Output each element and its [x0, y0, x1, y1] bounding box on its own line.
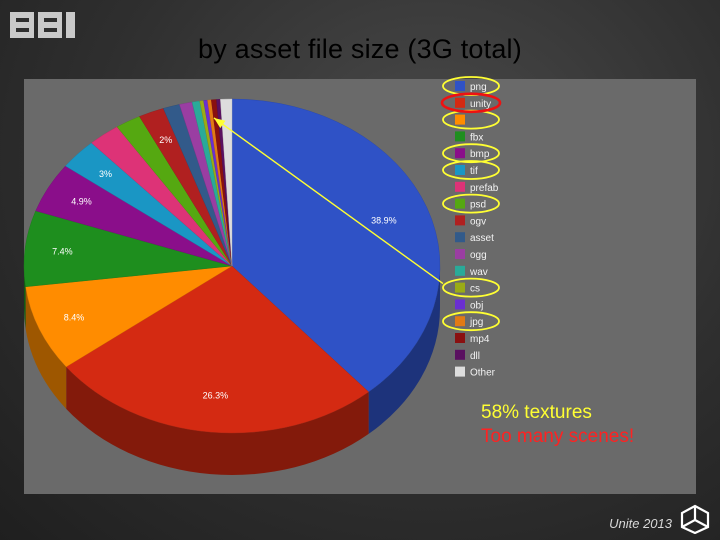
legend-swatch	[455, 81, 465, 91]
legend-swatch	[455, 131, 465, 142]
legend-label: jpg	[469, 317, 483, 328]
pie-value-label-4: 4.9%	[71, 197, 92, 207]
pie-value-label-2: 8.4%	[64, 313, 85, 323]
legend-label: dll	[470, 351, 480, 362]
legend-item-8: ogv	[455, 215, 486, 227]
legend-swatch	[455, 97, 465, 108]
legend-swatch	[455, 148, 465, 159]
slide-title: by asset file size (3G total)	[198, 34, 522, 64]
legend-label: bmp	[470, 149, 490, 160]
legend-swatch	[455, 333, 465, 343]
legend-label: ogg	[470, 250, 487, 261]
legend-item-17: Other	[455, 366, 496, 379]
pie-side-1	[66, 366, 369, 475]
legend: png unity fbx bmp tif prefab psd ogv asset ogg wav…	[455, 81, 499, 379]
legend-item-12: cs	[455, 282, 480, 295]
legend-swatch	[455, 232, 465, 243]
legend-swatch	[455, 349, 465, 360]
pie-value-label-0: 38.9%	[371, 215, 397, 225]
legend-item-2	[455, 114, 465, 125]
legend-label: fbx	[470, 132, 483, 143]
legend-item-1: unity	[455, 97, 491, 110]
pie-value-label-5: 3%	[99, 169, 112, 179]
legend-label: cs	[470, 284, 480, 295]
pie-slice-1	[65, 265, 369, 434]
legend-label: mp4	[470, 334, 490, 345]
legend-item-0: png	[455, 81, 487, 93]
pie-slice-2	[25, 265, 233, 368]
pie-slice-17	[220, 98, 233, 267]
footer-label: Unite 2013	[609, 516, 672, 531]
legend-label: tif	[470, 166, 478, 177]
highlight-ellipse-yellow	[442, 143, 500, 164]
annotation-arrow	[213, 117, 444, 285]
pie-slices	[23, 98, 441, 434]
legend-label: Other	[470, 368, 496, 379]
bbi-logo	[10, 12, 75, 38]
highlight-ellipse-yellow	[442, 109, 500, 130]
highlight-ellipse-yellow	[442, 193, 500, 214]
legend-item-7: psd	[455, 198, 486, 211]
note-textures: 58% textures	[481, 402, 592, 423]
highlight-ellipse-yellow	[442, 311, 500, 332]
legend-label: obj	[470, 300, 483, 311]
legend-swatch	[455, 181, 465, 192]
legend-item-16: dll	[455, 349, 480, 362]
legend-swatch	[455, 165, 465, 175]
legend-item-3: fbx	[455, 131, 483, 143]
legend-label: ogv	[470, 216, 486, 227]
legend-item-13: obj	[455, 299, 483, 311]
legend-item-5: tif	[455, 165, 478, 177]
legend-highlights	[440, 76, 502, 332]
pie-value-label-3: 7.4%	[52, 247, 73, 257]
pie-value-label-8: 2%	[159, 135, 172, 145]
highlight-ellipse-yellow	[442, 160, 500, 180]
pie-side-3	[24, 266, 26, 329]
legend-swatch	[455, 114, 465, 125]
pie-side-0	[368, 266, 440, 434]
legend-item-10: ogg	[455, 249, 487, 261]
pie-value-labels: 38.9% 26.3% 8.4% 7.4% 4.9% 3% 2%	[52, 135, 397, 401]
legend-swatch	[455, 316, 465, 327]
legend-label: png	[470, 82, 487, 93]
legend-item-15: mp4	[455, 333, 490, 345]
pie-side-walls	[24, 266, 440, 475]
legend-item-11: wav	[455, 265, 488, 278]
legend-item-4: bmp	[455, 148, 490, 160]
pie-slice-0	[231, 98, 441, 393]
legend-item-9: asset	[455, 232, 494, 244]
pie-side-2	[25, 286, 67, 409]
legend-item-6: prefab	[455, 181, 499, 194]
highlight-ellipse-yellow	[442, 277, 500, 298]
legend-label: asset	[470, 233, 494, 244]
legend-label: unity	[470, 99, 491, 110]
legend-swatch	[455, 249, 465, 259]
legend-item-14: jpg	[455, 316, 483, 328]
unity-logo-icon	[680, 504, 710, 534]
legend-label: prefab	[470, 183, 499, 194]
legend-swatch	[455, 265, 465, 276]
highlight-ellipse-red	[440, 92, 502, 114]
legend-swatch	[455, 366, 465, 377]
legend-swatch	[455, 215, 465, 226]
note-scenes: Too many scenes!	[481, 426, 635, 447]
legend-label: wav	[469, 267, 488, 278]
legend-swatch	[455, 282, 465, 293]
pie-value-label-1: 26.3%	[203, 391, 229, 401]
legend-swatch	[455, 198, 465, 209]
legend-label: psd	[470, 200, 486, 211]
legend-swatch	[455, 299, 465, 310]
